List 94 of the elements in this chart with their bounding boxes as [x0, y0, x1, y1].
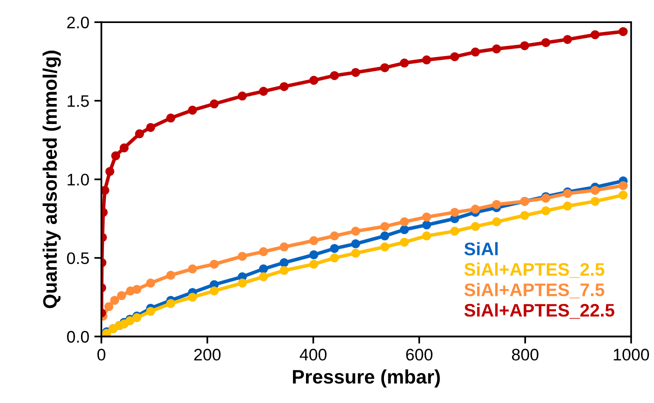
point	[280, 266, 289, 276]
point	[258, 264, 268, 274]
x-tick-label: 200	[194, 348, 221, 361]
point	[146, 278, 156, 288]
x-tick-label: 0	[97, 348, 106, 361]
text: SiAl+APTES_7.5	[464, 282, 604, 298]
point	[258, 272, 268, 282]
point	[280, 82, 289, 92]
point	[422, 220, 432, 230]
point	[563, 34, 572, 44]
point	[470, 204, 480, 214]
point	[590, 186, 600, 195]
point	[520, 41, 530, 50]
point	[618, 190, 628, 200]
point	[132, 284, 142, 294]
point	[309, 250, 318, 260]
y-tick-label: 0.5	[67, 252, 89, 264]
point	[351, 248, 360, 258]
series-label: SiAl+APTES_2.5	[464, 262, 604, 278]
point	[238, 92, 247, 101]
point	[146, 122, 156, 132]
point	[238, 278, 247, 288]
point	[450, 226, 460, 236]
point	[590, 30, 600, 40]
point	[590, 196, 600, 206]
point	[330, 231, 339, 240]
point	[618, 27, 628, 36]
point	[400, 58, 409, 68]
point	[380, 222, 390, 231]
y-axis-title: Quantity adsorbed (mmol/g)	[42, 50, 61, 308]
point	[146, 306, 156, 316]
point	[422, 231, 432, 240]
point	[134, 129, 144, 138]
point	[330, 71, 339, 80]
point	[116, 291, 126, 300]
point	[470, 48, 480, 57]
x-tick-label: 600	[406, 348, 432, 361]
point	[470, 222, 480, 231]
point	[280, 242, 289, 252]
point	[330, 253, 339, 262]
point	[422, 212, 432, 222]
point	[618, 181, 628, 190]
point	[492, 217, 502, 226]
point	[541, 38, 550, 48]
point	[309, 76, 318, 85]
text: SiAl+APTES_22.5	[464, 303, 614, 319]
point	[188, 106, 197, 115]
point	[351, 226, 360, 236]
y-tick-label: 1.0	[68, 174, 89, 186]
y-tick-label: 2.0	[67, 16, 89, 28]
point	[309, 260, 318, 269]
point	[351, 68, 360, 77]
point	[541, 206, 550, 216]
point	[111, 151, 120, 160]
point	[101, 186, 110, 195]
x-tick-label: 400	[300, 348, 327, 361]
point	[422, 55, 432, 64]
point	[330, 244, 339, 254]
point	[450, 52, 460, 62]
point	[309, 236, 318, 246]
x-tick-label: 1000	[614, 348, 649, 361]
point	[280, 258, 289, 268]
x-axis-title: Pressure (mbar)	[292, 369, 440, 388]
point	[380, 63, 390, 72]
point	[520, 210, 530, 220]
point	[188, 292, 197, 302]
point	[238, 252, 247, 261]
point	[351, 239, 360, 248]
point	[105, 166, 114, 176]
point	[210, 99, 219, 108]
y-tick-label: 0.0	[67, 330, 89, 343]
point	[188, 264, 197, 274]
x-tick-label: 800	[512, 348, 538, 361]
point	[258, 86, 268, 96]
point	[110, 296, 120, 305]
point	[563, 202, 572, 211]
point	[380, 242, 390, 252]
point	[210, 286, 219, 296]
point	[258, 247, 268, 256]
point	[450, 208, 460, 217]
point	[104, 302, 114, 312]
point	[380, 231, 390, 240]
point	[492, 44, 502, 54]
y-tick-label: 1.5	[68, 95, 89, 107]
point	[400, 225, 409, 234]
point	[492, 200, 502, 209]
point	[120, 143, 129, 152]
point	[166, 298, 176, 308]
point	[400, 217, 409, 226]
series-label: SiAl	[464, 242, 498, 256]
point	[166, 114, 176, 123]
point	[210, 260, 219, 269]
point	[400, 238, 409, 247]
point	[166, 270, 176, 280]
